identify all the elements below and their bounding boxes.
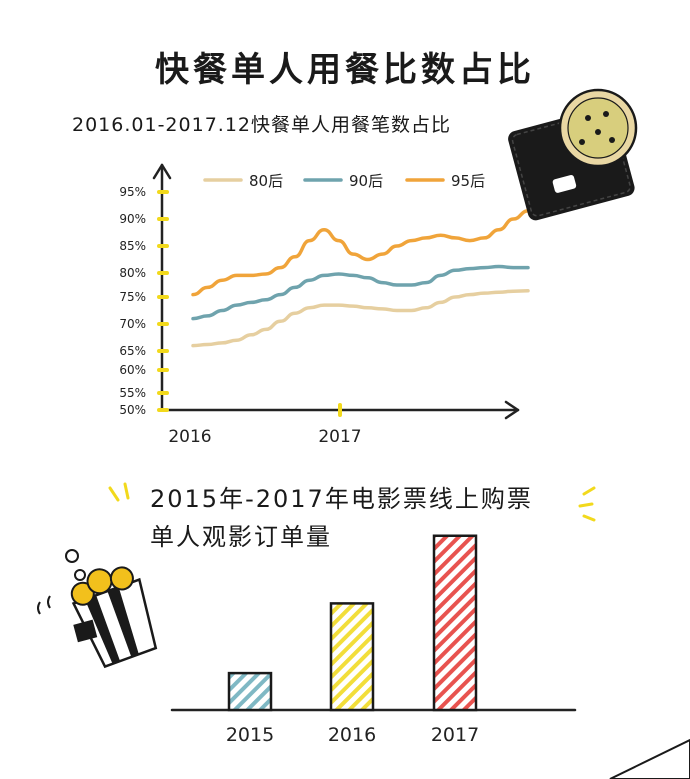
y-tick-label: 75% xyxy=(119,290,146,304)
y-tick-label: 70% xyxy=(119,317,146,331)
bar-category-label: 2017 xyxy=(431,724,479,746)
y-tick-label: 65% xyxy=(119,344,146,358)
series-line-2 xyxy=(191,209,530,297)
page-title: 快餐单人用餐比数占比 xyxy=(155,50,535,90)
y-tick-label: 80% xyxy=(119,266,146,280)
y-axis-arrow xyxy=(152,163,172,180)
x-axis-arrow xyxy=(504,400,520,420)
y-tick-label: 90% xyxy=(119,212,146,226)
y-tick-label: 60% xyxy=(119,363,146,377)
y-tick-label: 50% xyxy=(119,403,146,417)
bar-chart-title: 2015年-2017年电影票线上购票 单人观影订单量 xyxy=(150,480,533,556)
y-tick-label: 55% xyxy=(119,386,146,400)
line-chart: 95%90%85%80%75%70%65%60%55%50% 2016 2017 … xyxy=(119,163,530,447)
bar-2015 xyxy=(227,671,273,712)
line-chart-subtitle: 2016.01-2017.12快餐单人用餐笔数占比 xyxy=(72,114,451,136)
y-tick-label: 85% xyxy=(119,239,146,253)
bar-category-label: 2015 xyxy=(226,724,274,746)
bar-chart-title-line1: 2015年-2017年电影票线上购票 xyxy=(150,485,533,513)
bar-2016 xyxy=(329,602,375,712)
bar-category-label: 2016 xyxy=(328,724,376,746)
series-line-1 xyxy=(191,264,530,321)
paper-plane-decoration xyxy=(609,738,690,779)
cookie-wallet-illustration xyxy=(508,88,638,221)
legend-label: 80后 xyxy=(249,172,283,190)
legend-label: 95后 xyxy=(451,172,485,190)
bar-2017 xyxy=(432,534,478,712)
series-line-0 xyxy=(191,289,530,348)
x-tick-label: 2017 xyxy=(318,427,361,447)
y-tick-label: 95% xyxy=(119,185,146,199)
bar-chart-title-line2: 单人观影订单量 xyxy=(150,523,332,551)
x-tick-label: 2016 xyxy=(168,427,211,447)
legend-label: 90后 xyxy=(349,172,383,190)
